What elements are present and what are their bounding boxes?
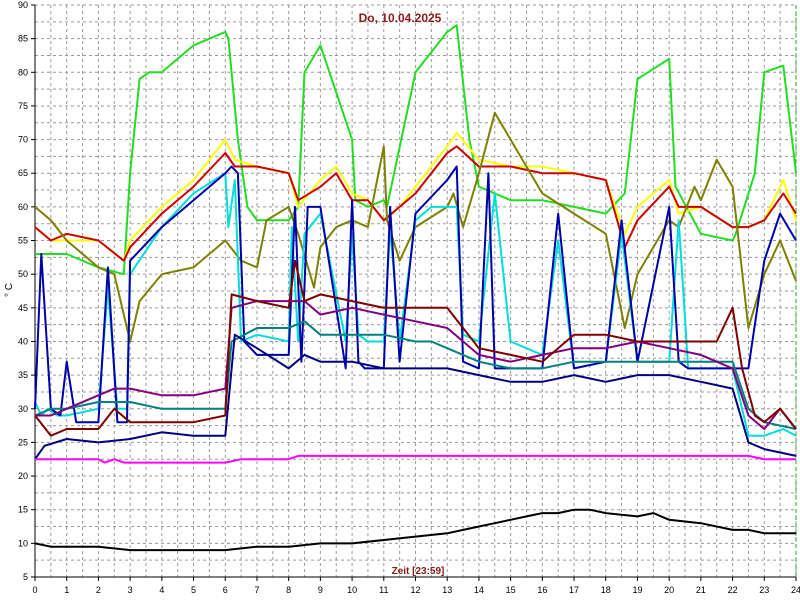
- series-line-7: [34, 320, 797, 430]
- x-tick-label: 19: [632, 585, 642, 595]
- y-tick-label: 15: [18, 505, 28, 515]
- y-tick-label: 50: [18, 269, 28, 279]
- series-line-8: [35, 300, 797, 430]
- x-tick-label: 8: [286, 585, 291, 595]
- x-tick-label: 0: [32, 585, 37, 595]
- x-tick-label: 2: [96, 585, 101, 595]
- y-tick-label: 20: [18, 471, 28, 481]
- y-tick-label: 25: [18, 437, 28, 447]
- x-tick-label: 17: [569, 585, 579, 595]
- y-tick-label: 80: [18, 67, 28, 77]
- x-tick-label: 3: [128, 585, 133, 595]
- x-tick-label: 23: [759, 585, 769, 595]
- y-tick-label: 55: [18, 236, 28, 246]
- y-tick-label: 45: [18, 303, 28, 313]
- series-line-12: [34, 508, 796, 552]
- x-tick-label: 12: [410, 585, 420, 595]
- y-tick-label: 90: [18, 0, 28, 10]
- x-tick-label: 5: [191, 585, 196, 595]
- axes: [31, 4, 797, 581]
- x-tick-label: 9: [318, 585, 323, 595]
- series-line-6: [34, 165, 797, 424]
- y-tick-label: 85: [18, 34, 28, 44]
- grid: [34, 4, 797, 578]
- x-tick-label: 11: [379, 585, 388, 595]
- y-tick-label: 35: [18, 370, 28, 380]
- y-tick-label: 30: [18, 404, 28, 414]
- x-tick-label: 10: [347, 585, 357, 595]
- series-line-3: [34, 145, 797, 262]
- x-tick-label: 14: [474, 585, 484, 595]
- x-tick-label: 7: [254, 585, 259, 595]
- y-tick-label: 75: [18, 101, 28, 111]
- x-tick-label: 18: [601, 585, 611, 595]
- x-tick-label: 6: [223, 585, 228, 595]
- series-line-1: [35, 24, 797, 276]
- y-axis-label: ° C: [4, 283, 15, 297]
- x-tick-label: 1: [64, 585, 69, 595]
- series-line-11: [35, 454, 796, 464]
- chart-title: Do, 10.04.2025: [359, 11, 442, 25]
- x-tick-label: 15: [506, 585, 516, 595]
- x-tick-label: 21: [696, 585, 706, 595]
- x-tick-label: 24: [791, 585, 800, 595]
- y-tick-label: 60: [18, 202, 28, 212]
- y-tick-label: 40: [18, 336, 28, 346]
- x-tick-label: 20: [664, 585, 674, 595]
- x-tick-label: 16: [537, 585, 547, 595]
- y-tick-label: 5: [23, 572, 28, 582]
- x-axis-label: Zeit [23:59]: [392, 566, 445, 577]
- series-line-4: [34, 111, 797, 343]
- x-tick-label: 22: [728, 585, 738, 595]
- series-line-9: [34, 259, 797, 437]
- y-tick-label: 70: [18, 135, 28, 145]
- series-layer: [34, 24, 797, 552]
- y-tick-label: 10: [18, 538, 28, 548]
- y-tick-label: 65: [18, 168, 28, 178]
- series-line-10: [34, 333, 797, 460]
- x-tick-label: 13: [442, 585, 452, 595]
- x-tick-label: 4: [159, 585, 164, 595]
